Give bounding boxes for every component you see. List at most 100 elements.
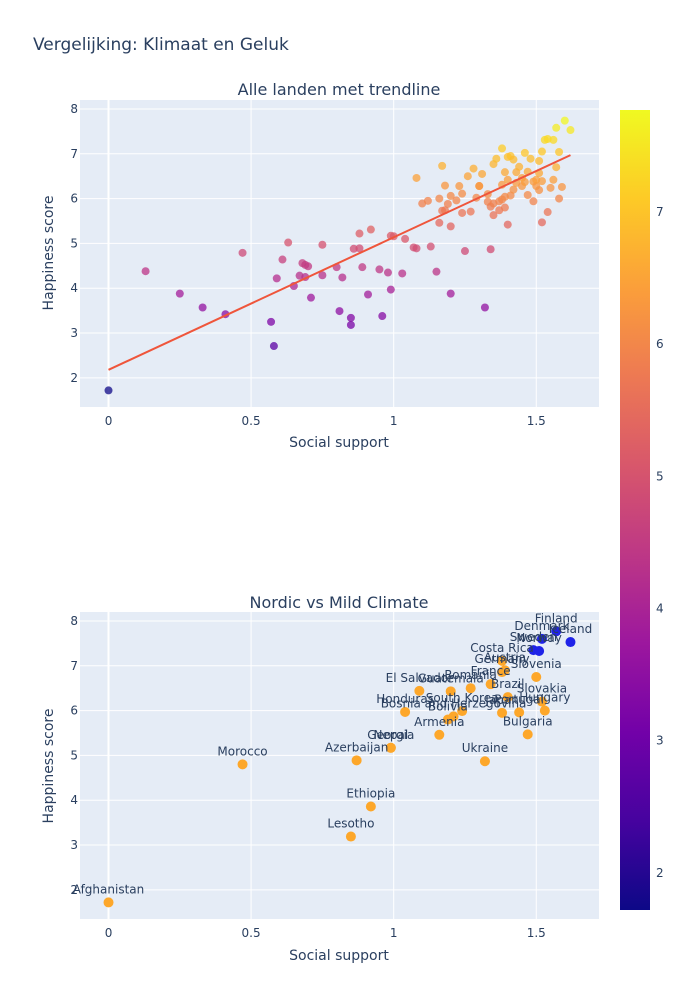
- scatter-point: [441, 181, 450, 190]
- scatter-point: [426, 242, 435, 251]
- point-label: Iceland: [549, 622, 592, 636]
- scatter-point: [466, 207, 475, 216]
- scatter-point: [552, 163, 561, 172]
- scatter-point: [318, 271, 327, 280]
- scatter-point: [549, 135, 558, 144]
- scatter-point: [267, 317, 276, 326]
- scatter-point-mild: [514, 707, 525, 718]
- colorbar-tick-label: 3: [656, 734, 664, 748]
- y-tick-label: 8: [70, 102, 78, 116]
- x-tick-label: 1.5: [527, 926, 546, 940]
- scatter-point: [509, 185, 518, 194]
- top-chart-title: Alle landen met trendline: [238, 80, 441, 99]
- scatter-point-mild: [485, 679, 496, 690]
- bottom-gridlines: [80, 612, 599, 919]
- scatter-point-mild: [531, 671, 542, 682]
- scatter-point: [278, 255, 287, 264]
- scatter-point: [446, 222, 455, 231]
- point-label: Georgia: [367, 728, 414, 742]
- scatter-point: [284, 238, 293, 247]
- scatter-point-mild: [499, 665, 510, 676]
- top-data-marks: [104, 116, 575, 395]
- scatter-point: [366, 225, 375, 234]
- scatter-point: [401, 234, 410, 243]
- point-label: Afghanistan: [73, 882, 144, 896]
- point-label: South Korea: [426, 691, 499, 705]
- scatter-point: [480, 303, 489, 312]
- scatter-point: [555, 194, 564, 203]
- point-label: Japan: [484, 693, 518, 707]
- scatter-point: [537, 177, 546, 186]
- top-y-axis-label: Happiness score: [41, 196, 57, 311]
- scatter-point: [555, 147, 564, 156]
- x-tick-label: 1.5: [527, 414, 546, 428]
- scatter-point: [335, 307, 344, 316]
- scatter-point: [509, 155, 518, 164]
- scatter-point-mild: [457, 706, 468, 717]
- scatter-point: [272, 274, 281, 283]
- bottom-tick-labels: 0 0.5 1 1.5 2 3 4 5 6 7 8: [70, 614, 545, 940]
- scatter-point: [560, 116, 569, 125]
- x-tick-label: 1: [390, 414, 398, 428]
- top-chart-panel: 0 0.5 1 1.5 2 3 4 5 6 7 8 Alle landen met trendlin…: [41, 80, 599, 451]
- scatter-point-nordic: [534, 645, 545, 656]
- y-tick-label: 4: [70, 793, 78, 807]
- scatter-point-mild: [536, 696, 547, 707]
- point-label: Slovenia: [511, 657, 562, 671]
- top-plot-background: [80, 100, 599, 407]
- point-label: Guatemala: [418, 671, 484, 685]
- scatter-point: [500, 168, 509, 177]
- scatter-point-mild: [385, 742, 396, 753]
- bottom-y-axis-label: Happiness score: [41, 709, 57, 824]
- scatter-point-mild: [539, 705, 550, 716]
- x-tick-label: 0: [105, 414, 113, 428]
- scatter-point-mild: [502, 692, 513, 703]
- x-tick-label: 0.5: [242, 926, 261, 940]
- scatter-point: [306, 293, 315, 302]
- y-tick-label: 4: [70, 281, 78, 295]
- scatter-point: [386, 285, 395, 294]
- x-tick-label: 0: [105, 926, 113, 940]
- scatter-point: [515, 162, 524, 171]
- bottom-data-marks: [103, 626, 576, 908]
- scatter-point: [355, 229, 364, 238]
- scatter-point: [364, 290, 373, 299]
- scatter-point: [523, 191, 532, 200]
- point-label: Ethiopia: [346, 787, 395, 801]
- scatter-point: [458, 189, 467, 198]
- scatter-point: [498, 144, 507, 153]
- scatter-point: [492, 154, 501, 163]
- scatter-point: [435, 218, 444, 227]
- scatter-point-mild: [237, 759, 248, 770]
- scatter-point: [446, 289, 455, 298]
- scatter-point: [412, 173, 421, 182]
- scatter-point: [378, 312, 387, 321]
- scatter-point: [104, 386, 113, 395]
- y-tick-label: 5: [70, 748, 78, 762]
- bottom-point-labels: Afghanistan Morocco AzerbaijanGeorgiaNepal…: [73, 611, 592, 896]
- scatter-point-mild: [365, 801, 376, 812]
- scatter-point: [175, 289, 184, 298]
- point-label: Armenia: [414, 715, 464, 729]
- scatter-point: [238, 248, 247, 257]
- y-tick-label: 8: [70, 614, 78, 628]
- scatter-point-mild: [448, 711, 459, 722]
- scatter-point: [566, 126, 575, 135]
- colorbar-tick-label: 5: [656, 469, 664, 483]
- scatter-point-mild: [497, 707, 508, 718]
- scatter-point: [435, 194, 444, 203]
- scatter-point: [520, 148, 529, 157]
- scatter-point: [398, 269, 407, 278]
- scatter-point: [346, 320, 355, 329]
- scatter-point-mild: [345, 831, 356, 842]
- point-label: Brazil: [491, 677, 525, 691]
- scatter-point: [412, 244, 421, 253]
- point-label: Lesotho: [327, 817, 374, 831]
- scatter-point: [552, 123, 561, 132]
- point-label: France: [471, 664, 511, 678]
- point-label: Costa Rica: [470, 641, 533, 655]
- scatter-point: [455, 182, 464, 191]
- scatter-point: [355, 244, 364, 253]
- scatter-point: [304, 262, 313, 271]
